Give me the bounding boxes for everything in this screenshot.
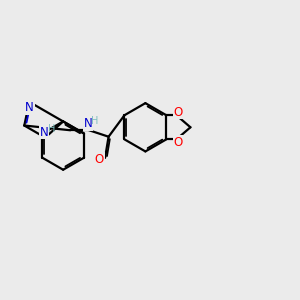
Text: N: N xyxy=(83,117,92,130)
Text: O: O xyxy=(173,136,182,149)
Text: H: H xyxy=(48,124,56,134)
Text: N: N xyxy=(40,125,48,139)
Text: O: O xyxy=(173,106,182,119)
Text: N: N xyxy=(25,101,34,114)
Text: H: H xyxy=(91,116,98,126)
Text: O: O xyxy=(95,153,104,166)
